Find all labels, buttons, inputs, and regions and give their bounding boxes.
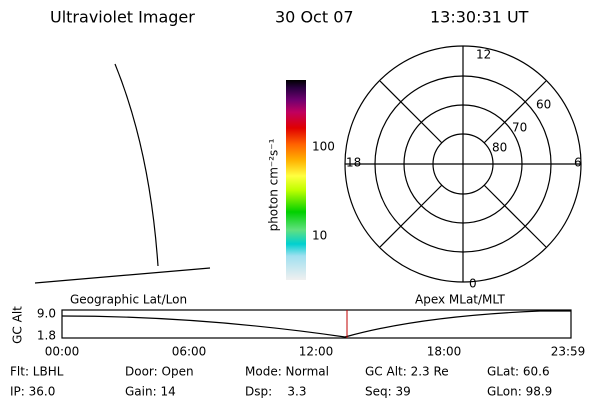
time: 13:30:31 UT bbox=[430, 8, 529, 27]
info-field: GLon: 98.9 bbox=[487, 385, 552, 399]
lat-label: 70 bbox=[512, 121, 527, 135]
strip-y-label: GC Alt bbox=[11, 306, 25, 344]
strip-y-tick: 9.0 bbox=[37, 307, 56, 321]
strip-x-tick: 18:00 bbox=[427, 345, 462, 359]
colorbar-label: photon cm⁻²s⁻¹ bbox=[267, 138, 281, 231]
mlt-label: 12 bbox=[476, 48, 491, 62]
strip-x-tick: 23:59 bbox=[551, 345, 586, 359]
info-field: Dsp: 3.3 bbox=[245, 385, 307, 399]
mlt-label: 0 bbox=[469, 277, 477, 291]
colorbar-tick: 100 bbox=[312, 140, 335, 154]
colorbar-tick: 10 bbox=[312, 229, 327, 243]
strip-right-label: Apex MLat/MLT bbox=[415, 293, 505, 307]
mlt-label: 18 bbox=[346, 156, 361, 170]
strip-box bbox=[61, 309, 572, 339]
info-field: Mode: Normal bbox=[245, 365, 329, 379]
info-field: Gain: 14 bbox=[125, 385, 176, 399]
strip-x-tick: 00:00 bbox=[45, 345, 80, 359]
mlt-label: 6 bbox=[574, 156, 582, 170]
altitude-curve bbox=[61, 310, 571, 338]
info-field: GLat: 60.6 bbox=[487, 365, 550, 379]
lat-label: 80 bbox=[492, 141, 507, 155]
coast-line bbox=[34, 267, 211, 284]
coast-line bbox=[114, 63, 159, 267]
info-field: GC Alt: 2.3 Re bbox=[365, 365, 449, 379]
lat-label: 60 bbox=[536, 98, 551, 112]
polar-grid bbox=[344, 45, 582, 283]
strip-y-tick: 1.8 bbox=[37, 329, 56, 343]
colorbar bbox=[286, 80, 306, 280]
strip-x-tick: 12:00 bbox=[299, 345, 334, 359]
info-field: IP: 36.0 bbox=[10, 385, 55, 399]
info-field: Seq: 39 bbox=[365, 385, 411, 399]
strip-left-label: Geographic Lat/Lon bbox=[70, 293, 187, 307]
title: Ultraviolet Imager bbox=[50, 8, 195, 27]
date: 30 Oct 07 bbox=[275, 8, 354, 27]
info-field: Flt: LBHL bbox=[10, 365, 64, 379]
info-field: Door: Open bbox=[125, 365, 194, 379]
strip-x-tick: 06:00 bbox=[172, 345, 207, 359]
